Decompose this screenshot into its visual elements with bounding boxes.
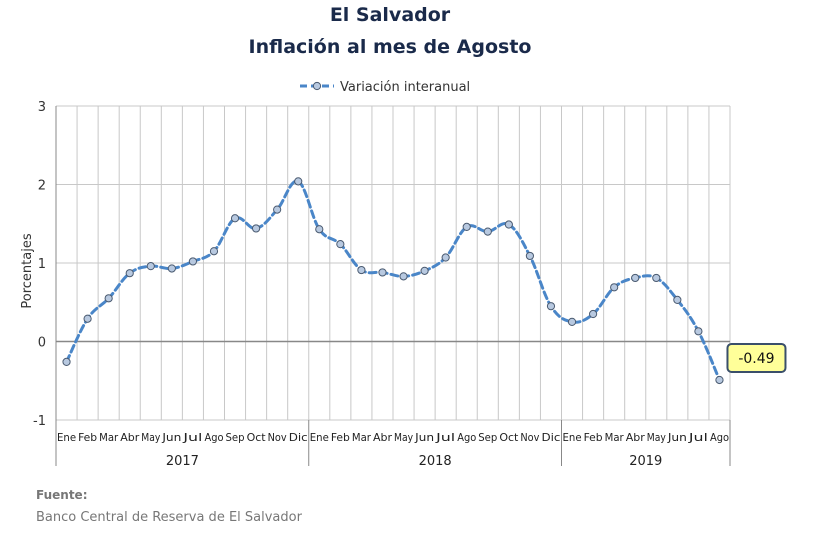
value-callout-label: -0.49 bbox=[738, 351, 774, 367]
x-tick-label: Jun bbox=[667, 432, 687, 444]
data-point bbox=[230, 214, 240, 223]
data-point bbox=[399, 272, 408, 281]
x-tick-label: Mar bbox=[99, 432, 119, 444]
x-tick-label: Abr bbox=[626, 432, 646, 444]
data-point bbox=[673, 295, 682, 304]
data-point bbox=[104, 294, 113, 303]
x-tick-label: May bbox=[141, 432, 160, 444]
data-point bbox=[209, 247, 219, 256]
x-tick-label: Abr bbox=[120, 432, 140, 444]
y-tick-label: -1 bbox=[33, 414, 46, 429]
data-point bbox=[652, 273, 661, 283]
x-tick-label: Dic bbox=[541, 432, 560, 444]
data-point bbox=[525, 251, 535, 261]
value-callout bbox=[726, 342, 787, 373]
x-tick-label: May bbox=[394, 432, 413, 444]
data-point bbox=[567, 317, 577, 326]
chart-title: El Salvador bbox=[329, 4, 451, 26]
x-tick-label: Ene bbox=[57, 432, 76, 444]
x-tick-label: Oct bbox=[499, 432, 518, 444]
data-point bbox=[546, 302, 556, 311]
y-tick-label: 1 bbox=[38, 257, 46, 272]
y-tick-label: 2 bbox=[38, 179, 46, 194]
x-tick-label: Oct bbox=[247, 432, 266, 444]
x-tick-label: May bbox=[647, 432, 666, 444]
data-point bbox=[188, 257, 198, 266]
chart-subtitle: Inflación al mes de Agosto bbox=[248, 36, 532, 58]
data-point bbox=[631, 273, 640, 283]
data-point bbox=[420, 266, 429, 275]
data-point bbox=[315, 225, 324, 234]
y-axis-label: Porcentajes bbox=[20, 233, 35, 308]
data-point bbox=[610, 283, 619, 292]
x-tick-label: Jul bbox=[182, 432, 203, 444]
data-point bbox=[588, 309, 598, 319]
data-point bbox=[483, 227, 492, 236]
y-tick-label: 0 bbox=[38, 336, 46, 351]
data-point bbox=[336, 240, 345, 249]
data-point bbox=[441, 253, 450, 262]
data-point bbox=[273, 205, 282, 214]
legend-label: Variación interanual bbox=[340, 80, 470, 95]
x-tick-label: Feb bbox=[584, 432, 603, 444]
data-point bbox=[694, 327, 703, 336]
data-point bbox=[378, 268, 387, 277]
x-tick-label: Jun bbox=[414, 432, 434, 444]
source-text: Banco Central de Reserva de El Salvador bbox=[36, 510, 302, 525]
x-tick-label: Ene bbox=[563, 432, 582, 444]
x-tick-label: Ago bbox=[710, 432, 729, 444]
y-tick-label: 3 bbox=[38, 100, 46, 115]
data-point bbox=[294, 177, 303, 186]
data-point bbox=[357, 265, 366, 275]
x-tick-label: Sep bbox=[226, 432, 245, 444]
x-tick-label: Abr bbox=[373, 432, 393, 444]
source-label: Fuente: bbox=[36, 488, 88, 502]
data-point bbox=[251, 224, 261, 233]
data-point bbox=[715, 375, 724, 385]
x-tick-label: Ago bbox=[204, 432, 223, 444]
year-label: 2019 bbox=[629, 454, 662, 469]
x-tick-label: Ago bbox=[457, 432, 476, 444]
data-point bbox=[83, 314, 92, 323]
x-tick-label: Feb bbox=[331, 432, 350, 444]
year-label: 2018 bbox=[419, 454, 452, 469]
x-tick-label: Mar bbox=[352, 432, 372, 444]
x-tick-label: Nov bbox=[268, 432, 287, 444]
x-tick-label: Dic bbox=[289, 432, 308, 444]
data-point bbox=[462, 222, 471, 231]
data-point bbox=[125, 269, 134, 278]
x-tick-label: Jul bbox=[435, 432, 456, 444]
x-tick-label: Nov bbox=[520, 432, 539, 444]
x-tick-label: Jun bbox=[161, 432, 181, 444]
data-point bbox=[62, 357, 71, 367]
data-point bbox=[504, 220, 513, 229]
legend-marker-icon bbox=[312, 81, 322, 91]
data-point bbox=[146, 262, 155, 271]
data-point bbox=[167, 264, 176, 273]
x-tick-label: Sep bbox=[478, 432, 497, 444]
x-tick-label: Jul bbox=[687, 432, 708, 444]
x-tick-label: Ene bbox=[310, 432, 329, 444]
year-label: 2017 bbox=[166, 454, 199, 469]
x-tick-label: Mar bbox=[605, 432, 625, 444]
x-tick-label: Feb bbox=[78, 432, 97, 444]
